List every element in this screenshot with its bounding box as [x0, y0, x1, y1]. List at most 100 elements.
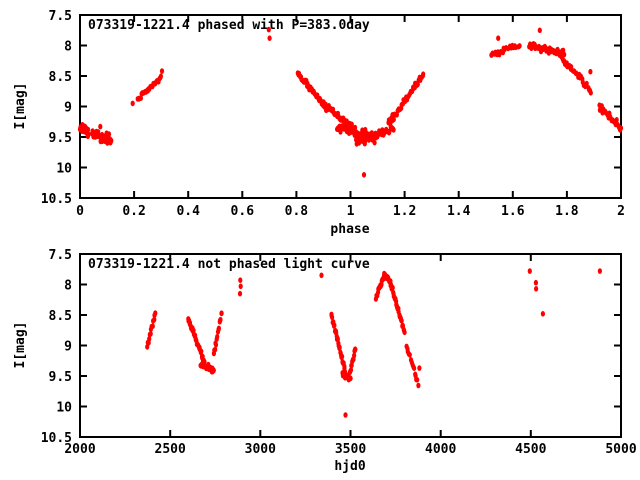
- data-point: [415, 377, 420, 383]
- data-point: [361, 172, 367, 178]
- data-point: [319, 272, 324, 279]
- y-tick-label: 9: [64, 340, 72, 355]
- data-point: [215, 333, 220, 340]
- x-tick-label: 0.4: [176, 204, 200, 219]
- y-axis-label: I[mag]: [13, 83, 28, 130]
- data-point: [219, 310, 224, 317]
- x-tick-label: 1: [347, 204, 355, 219]
- x-tick-label: 0.2: [122, 204, 145, 219]
- data-point: [352, 352, 357, 359]
- data-point: [216, 325, 221, 332]
- y-tick-label: 10: [56, 401, 72, 416]
- data-point: [238, 283, 243, 290]
- data-point: [337, 344, 342, 351]
- data-point: [534, 286, 539, 292]
- data-point: [153, 310, 158, 316]
- x-tick-label: 5000: [605, 442, 636, 457]
- plot-border: [79, 253, 622, 438]
- data-points: [145, 268, 603, 418]
- data-point: [417, 365, 422, 371]
- data-point: [402, 329, 407, 336]
- x-tick-label: 2: [617, 204, 625, 219]
- y-tick-label: 10.5: [41, 192, 72, 207]
- data-point: [340, 353, 345, 360]
- phased-light-curve: 0 0.2 0.4 0.6 0.8 1 1.2 1.4 1.6 1.8 2 7.5 8 8.5 9 9.5 10…: [13, 9, 625, 237]
- y-tick-label: 10: [56, 162, 72, 177]
- data-point: [588, 90, 593, 96]
- y-tick-label: 9: [64, 101, 72, 116]
- y-tick-label: 9.5: [49, 370, 72, 385]
- data-point: [540, 311, 546, 317]
- data-point: [517, 43, 522, 49]
- data-point: [416, 382, 421, 389]
- data-point: [237, 290, 243, 297]
- data-point: [211, 367, 216, 374]
- chart-title: 073319-1221.4 not phased light curve: [88, 257, 370, 272]
- data-point: [348, 375, 353, 382]
- data-point: [158, 73, 163, 80]
- x-tick-label: 1.4: [447, 204, 471, 219]
- data-point: [412, 365, 417, 372]
- x-tick-label: 4500: [515, 442, 546, 457]
- data-points: [77, 26, 624, 178]
- data-point: [421, 71, 426, 77]
- data-point: [349, 121, 354, 128]
- x-tick-label: 1.2: [393, 204, 416, 219]
- data-point: [330, 314, 335, 321]
- x-tick-label: 1.6: [501, 204, 525, 219]
- data-point: [109, 137, 114, 144]
- data-point: [353, 346, 358, 353]
- y-tick-label: 8: [64, 279, 72, 294]
- x-tick-label: 2000: [64, 442, 95, 457]
- data-point: [343, 412, 348, 418]
- x-tick-label: 2500: [155, 442, 186, 457]
- x-tick-label: 0.6: [231, 204, 255, 219]
- data-point: [86, 131, 91, 138]
- data-point: [391, 127, 396, 133]
- y-tick-label: 8.5: [49, 70, 72, 85]
- data-point: [527, 268, 532, 274]
- data-point: [106, 131, 112, 137]
- data-point: [148, 331, 153, 337]
- y-tick-label: 8: [64, 40, 72, 55]
- x-axis-label: phase: [330, 222, 369, 237]
- y-axis-label: I[mag]: [13, 322, 28, 369]
- data-point: [86, 126, 91, 133]
- data-point: [391, 116, 396, 123]
- data-point: [130, 100, 135, 107]
- x-tick-label: 0: [76, 204, 84, 219]
- data-point: [614, 117, 619, 123]
- data-point: [399, 318, 404, 324]
- data-point: [407, 352, 412, 358]
- x-axis-label: hjd0: [334, 459, 365, 474]
- y-tick-label: 10.5: [41, 431, 72, 446]
- data-point: [238, 277, 243, 284]
- x-tick-label: 1.8: [555, 204, 579, 219]
- unphased-light-curve: 2000 2500 3000 3500 4000 4500 5000 7.5 8 8.5 9 9.5 1…: [13, 248, 637, 474]
- data-point: [98, 123, 103, 130]
- data-point: [199, 348, 204, 355]
- data-point: [147, 336, 152, 342]
- y-tick-label: 7.5: [49, 9, 72, 24]
- data-point: [533, 279, 539, 286]
- data-point: [597, 268, 603, 274]
- y-tick-label: 8.5: [49, 309, 72, 324]
- data-point: [588, 68, 593, 75]
- data-point: [348, 367, 354, 373]
- data-point: [213, 342, 219, 348]
- data-point: [561, 47, 566, 54]
- data-point: [266, 26, 271, 33]
- data-point: [138, 95, 143, 101]
- y-tick-label: 9.5: [49, 131, 72, 146]
- plot-border: [79, 14, 622, 199]
- data-point: [332, 322, 337, 329]
- data-point: [372, 139, 377, 146]
- data-point: [150, 323, 155, 330]
- data-point: [584, 80, 589, 87]
- x-tick-label: 3500: [335, 442, 366, 457]
- x-tick-label: 0.8: [285, 204, 309, 219]
- data-point: [152, 316, 157, 323]
- chart-title: 073319-1221.4 phased with P=383.0day: [88, 18, 370, 33]
